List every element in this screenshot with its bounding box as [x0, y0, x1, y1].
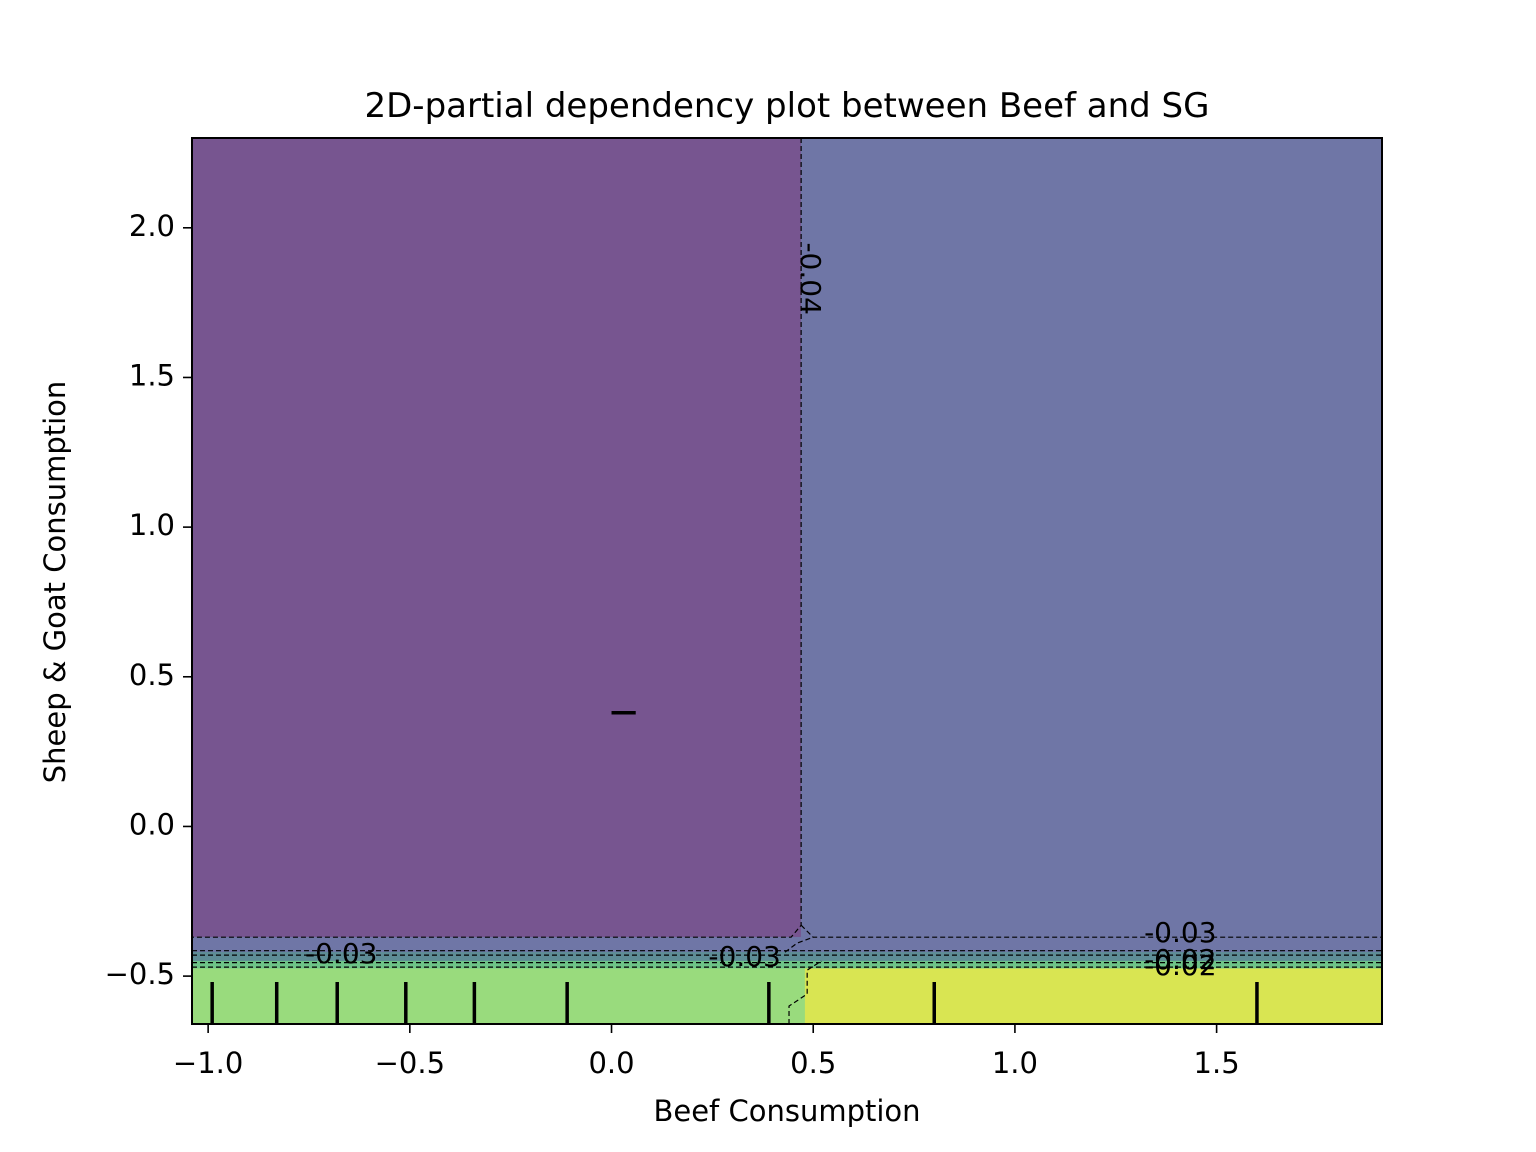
x-tick-label-1: −0.5: [375, 1046, 445, 1080]
contour-label-0: -0.04: [794, 242, 827, 314]
contour-label-2: -0.03: [708, 940, 780, 973]
plot-area: -0.04-0.03 -0.03-0.03-0.02-0.02−1.0 −0.5 0.…: [105, 137, 1383, 1080]
chart-title: 2D-partial dependency plot between Beef …: [364, 86, 1209, 126]
x-tick-label-3: 0.5: [790, 1046, 836, 1080]
y-tick-label-2: 0.5: [129, 658, 175, 692]
x-tick-label-0: −1.0: [173, 1046, 243, 1080]
y-tick-label-3: 1.0: [129, 508, 175, 542]
contour-label-5: -0.02: [1144, 949, 1216, 982]
contour-line-bottom: [788, 960, 822, 1024]
contour-region-5: [191, 968, 806, 1025]
y-tick-label-5: 2.0: [129, 209, 175, 243]
y-tick-label-1: 0.0: [129, 807, 175, 841]
contour-line-0: [192, 138, 802, 938]
contour-label-3: -0.03: [1144, 916, 1216, 949]
x-tick-label-4: 1.0: [992, 1046, 1038, 1080]
y-tick-label-4: 1.5: [129, 358, 175, 392]
x-tick-label-2: 0.0: [588, 1046, 634, 1080]
x-tick-label-5: 1.5: [1194, 1046, 1240, 1080]
contour-line-knee: [784, 936, 814, 953]
contour-region-1: [800, 137, 1383, 938]
y-axis-label: Sheep & Goat Consumption: [38, 381, 72, 784]
x-axis-label: Beef Consumption: [653, 1094, 920, 1128]
plot-frame: [191, 137, 1383, 1025]
contour-label-4: -0.02: [1144, 943, 1216, 976]
contour-label-1: -0.03: [305, 937, 377, 970]
y-tick-label-0: −0.5: [105, 957, 175, 991]
contour-region-6: [804, 968, 1383, 1025]
contour-region-0: [191, 137, 802, 938]
